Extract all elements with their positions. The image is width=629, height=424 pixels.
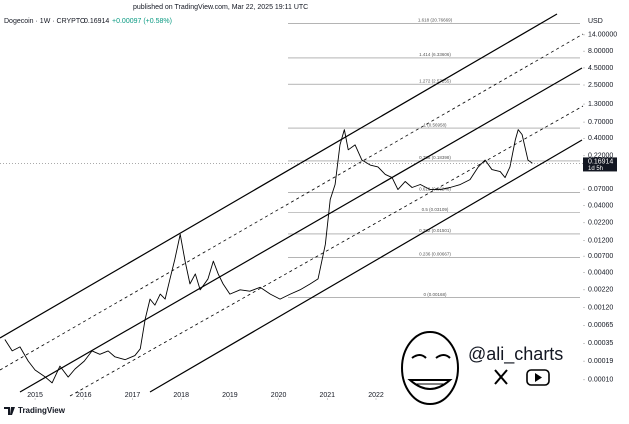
channel — [0, 13, 584, 397]
published-note: published on TradingView.com, Mar 22, 20… — [133, 4, 308, 11]
fib-label: 0 (0.00168) — [423, 292, 447, 297]
price-line — [4, 129, 533, 384]
price-tag — [583, 157, 617, 172]
quote: 0.16914 — [84, 18, 109, 25]
channel-dashed — [0, 33, 584, 371]
video-icon — [526, 369, 550, 386]
y-tick-label: 0.00700 — [588, 253, 613, 260]
fib-label: 1.414 (6.33606) — [419, 52, 451, 57]
y-tick-label: 0.00019 — [588, 358, 613, 365]
fib-label: 0.786 (0.18398) — [419, 155, 451, 160]
x-tick-label: 2022 — [368, 392, 384, 399]
video-icon-play — [535, 373, 542, 382]
y-tick-label: 0.00120 — [588, 304, 613, 311]
y-tick-label: 0.00065 — [588, 322, 613, 329]
x-tick-label: 2021 — [320, 392, 336, 399]
y-tick-label: 8.00000 — [588, 48, 613, 55]
x-tick-label: 2015 — [27, 392, 43, 399]
fib-label: 0.382 (0.01501) — [419, 228, 451, 233]
y-tick-label: 0.02200 — [588, 220, 613, 227]
brand-logo — [4, 407, 15, 415]
channel-middle — [19, 67, 583, 393]
fib-label: 1 (0.56958) — [423, 122, 447, 127]
y-tick-label: 0.07000 — [588, 186, 613, 193]
x-tick-label: 2019 — [222, 392, 238, 399]
handle: @ali_charts — [468, 344, 563, 365]
fib-label: 0.236 (0.00667) — [419, 252, 451, 257]
y-unit: USD — [588, 18, 603, 25]
countdown: 1d 5h — [588, 166, 603, 172]
brand: TradingView — [18, 406, 66, 415]
fib-label: 1.618 (20.76669) — [418, 18, 453, 23]
y-tick-label: 0.01200 — [588, 237, 613, 244]
y-tick-label: 4.50000 — [588, 65, 613, 72]
x-icon — [494, 369, 508, 385]
symbol-title: Dogecoin · 1W · CRYPTO — [4, 18, 86, 25]
channel-upper — [0, 13, 558, 339]
y-tick-label: 0.00035 — [588, 340, 613, 347]
fib-label: 1.272 (2.57255) — [419, 78, 451, 83]
channel-lower — [149, 139, 583, 393]
y-tick-label: 0.00400 — [588, 269, 613, 276]
fib-levels: 1.618 (20.76669) 1.414 (6.33606) 1.272 (2.… — [288, 18, 580, 298]
change: +0.00097 (+0.58%) — [112, 18, 172, 25]
y-tick-label: 0.70000 — [588, 119, 613, 126]
avatar — [401, 331, 459, 405]
y-tick-label: 0.40000 — [588, 135, 613, 142]
x-tick-label: 2016 — [76, 392, 92, 399]
y-tick-label: 2.50000 — [588, 82, 613, 89]
y-tick-label: 0.22000 — [588, 153, 613, 160]
x-tick-label: 2020 — [271, 392, 287, 399]
price-tag-label: 0.16914 — [588, 158, 613, 165]
fib-label: 0.5 (0.03109) — [422, 207, 449, 212]
y-tick-label: 0.04000 — [588, 202, 613, 209]
y-tick-label: 1.30000 — [588, 101, 613, 108]
channel-dashed — [69, 105, 584, 397]
y-tick-label: 0.00220 — [588, 287, 613, 294]
x-tick-label: 2018 — [173, 392, 189, 399]
x-tick-label: 2017 — [125, 392, 141, 399]
y-tick-label: 14.00000 — [588, 32, 617, 39]
y-tick-label: 0.00010 — [588, 377, 613, 384]
